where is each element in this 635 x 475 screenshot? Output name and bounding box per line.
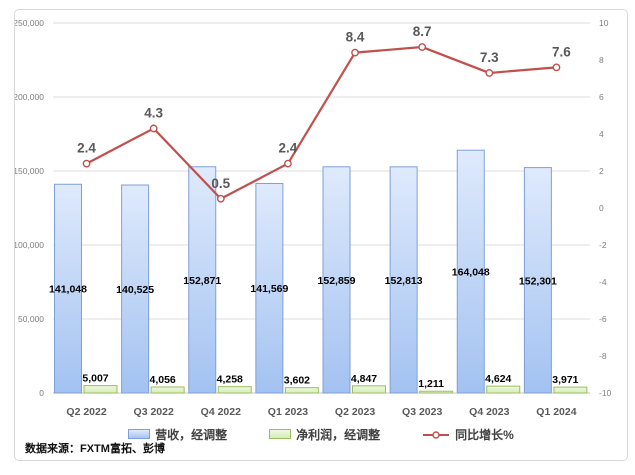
right-axis-tick: -4 [599,277,607,287]
left-axis-tick: 200,000 [15,92,44,102]
legend: 营收，经调整 净利润，经调整 同比增长% [15,424,627,444]
growth-value-label: 2.4 [279,141,298,156]
legend-label-profit: 净利润，经调整 [296,427,381,442]
legend-item-revenue: 营收，经调整 [128,426,227,443]
revenue-value-label: 152,871 [183,275,221,287]
profit-bar [486,385,521,394]
right-axis-tick: -10 [599,388,612,398]
growth-marker [552,63,561,72]
category-label: Q2 2022 [66,406,106,418]
revenue-bar [54,183,82,394]
profit-bar [150,386,185,394]
growth-value-label: 7.6 [552,44,571,59]
revenue-bar [121,184,150,394]
growth-line [86,45,557,201]
growth-value-label: 8.7 [413,24,432,39]
category-label: Q1 2024 [536,406,576,418]
revenue-bar [322,166,351,394]
profit-bar [419,390,454,394]
revenue-value-label: 152,813 [385,275,423,287]
category-label: Q3 2023 [402,406,442,418]
right-axis-tick: -6 [599,314,607,324]
left-axis-tick: 250,000 [15,18,44,28]
growth-marker [149,124,158,133]
legend-item-growth: 同比增长% [422,426,514,443]
growth-line-swatch-icon [422,429,450,439]
revenue-bar [389,166,418,394]
legend-item-profit: 净利润，经调整 [269,426,380,443]
profit-value-label: 4,847 [351,373,377,385]
growth-marker [284,159,292,168]
revenue-swatch-icon [128,429,151,439]
revenue-value-label: 152,301 [519,275,557,287]
profit-value-label: 4,258 [217,374,243,386]
profit-bar [83,385,118,394]
category-label: Q4 2023 [469,406,509,418]
profit-value-label: 3,602 [284,375,310,387]
legend-label-growth: 同比增长% [455,427,514,442]
profit-bar [553,386,588,394]
revenue-value-label: 152,859 [318,275,356,287]
profit-value-label: 3,971 [552,374,578,386]
growth-marker [485,69,494,77]
growth-value-label: 7.3 [480,50,499,65]
category-label: Q3 2022 [134,406,174,418]
legend-label-revenue: 营收，经调整 [155,427,228,442]
growth-marker [82,159,91,168]
left-axis-tick: 0 [39,388,44,398]
right-axis-tick: 8 [599,55,604,65]
chart-frame: 250,000 200,000 150,000 100,000 50,000 0 10 8 6 4… [14,9,628,461]
revenue-bar [255,182,284,394]
growth-value-label: 4.3 [144,105,163,120]
profit-bar [352,385,386,394]
category-label: Q2 2023 [335,406,375,418]
revenue-value-label: 140,525 [116,284,154,296]
profit-value-label: 4,624 [485,373,511,385]
growth-marker [216,194,225,203]
revenue-bar [188,166,217,394]
profit-value-label: 1,211 [418,378,444,390]
revenue-bar [456,149,485,394]
profit-swatch-icon [269,429,292,439]
data-source: 数据来源：FXTM富拓、彭博 [25,443,165,455]
right-axis-tick: -8 [599,351,607,361]
profit-bar [217,386,252,394]
revenue-value-label: 141,048 [49,284,87,296]
growth-value-label: 8.4 [346,30,365,45]
right-axis-tick: 0 [599,203,604,213]
growth-marker [418,43,427,51]
profit-value-label: 4,056 [149,374,175,386]
growth-value-label: 0.5 [211,176,230,191]
left-axis-tick: 100,000 [15,240,44,250]
category-label: Q4 2022 [201,406,241,418]
profit-bar [284,387,319,394]
right-axis-tick: 2 [599,166,604,176]
revenue-value-label: 141,569 [250,283,288,295]
left-axis-tick: 150,000 [15,166,44,176]
combo-chart: 250,000 200,000 150,000 100,000 50,000 0 10 8 6 4… [15,18,612,418]
revenue-value-label: 164,048 [452,267,490,279]
growth-marker [351,48,359,57]
right-axis-tick: 10 [599,18,609,28]
category-label: Q1 2023 [268,406,308,418]
profit-value-label: 5,007 [82,373,108,385]
revenue-bar [523,167,552,394]
right-axis-tick: 6 [599,92,604,102]
right-axis-tick: -2 [599,240,607,250]
right-axis-tick: 4 [599,129,604,139]
left-axis-tick: 50,000 [18,314,44,324]
growth-value-label: 2.4 [77,141,96,156]
